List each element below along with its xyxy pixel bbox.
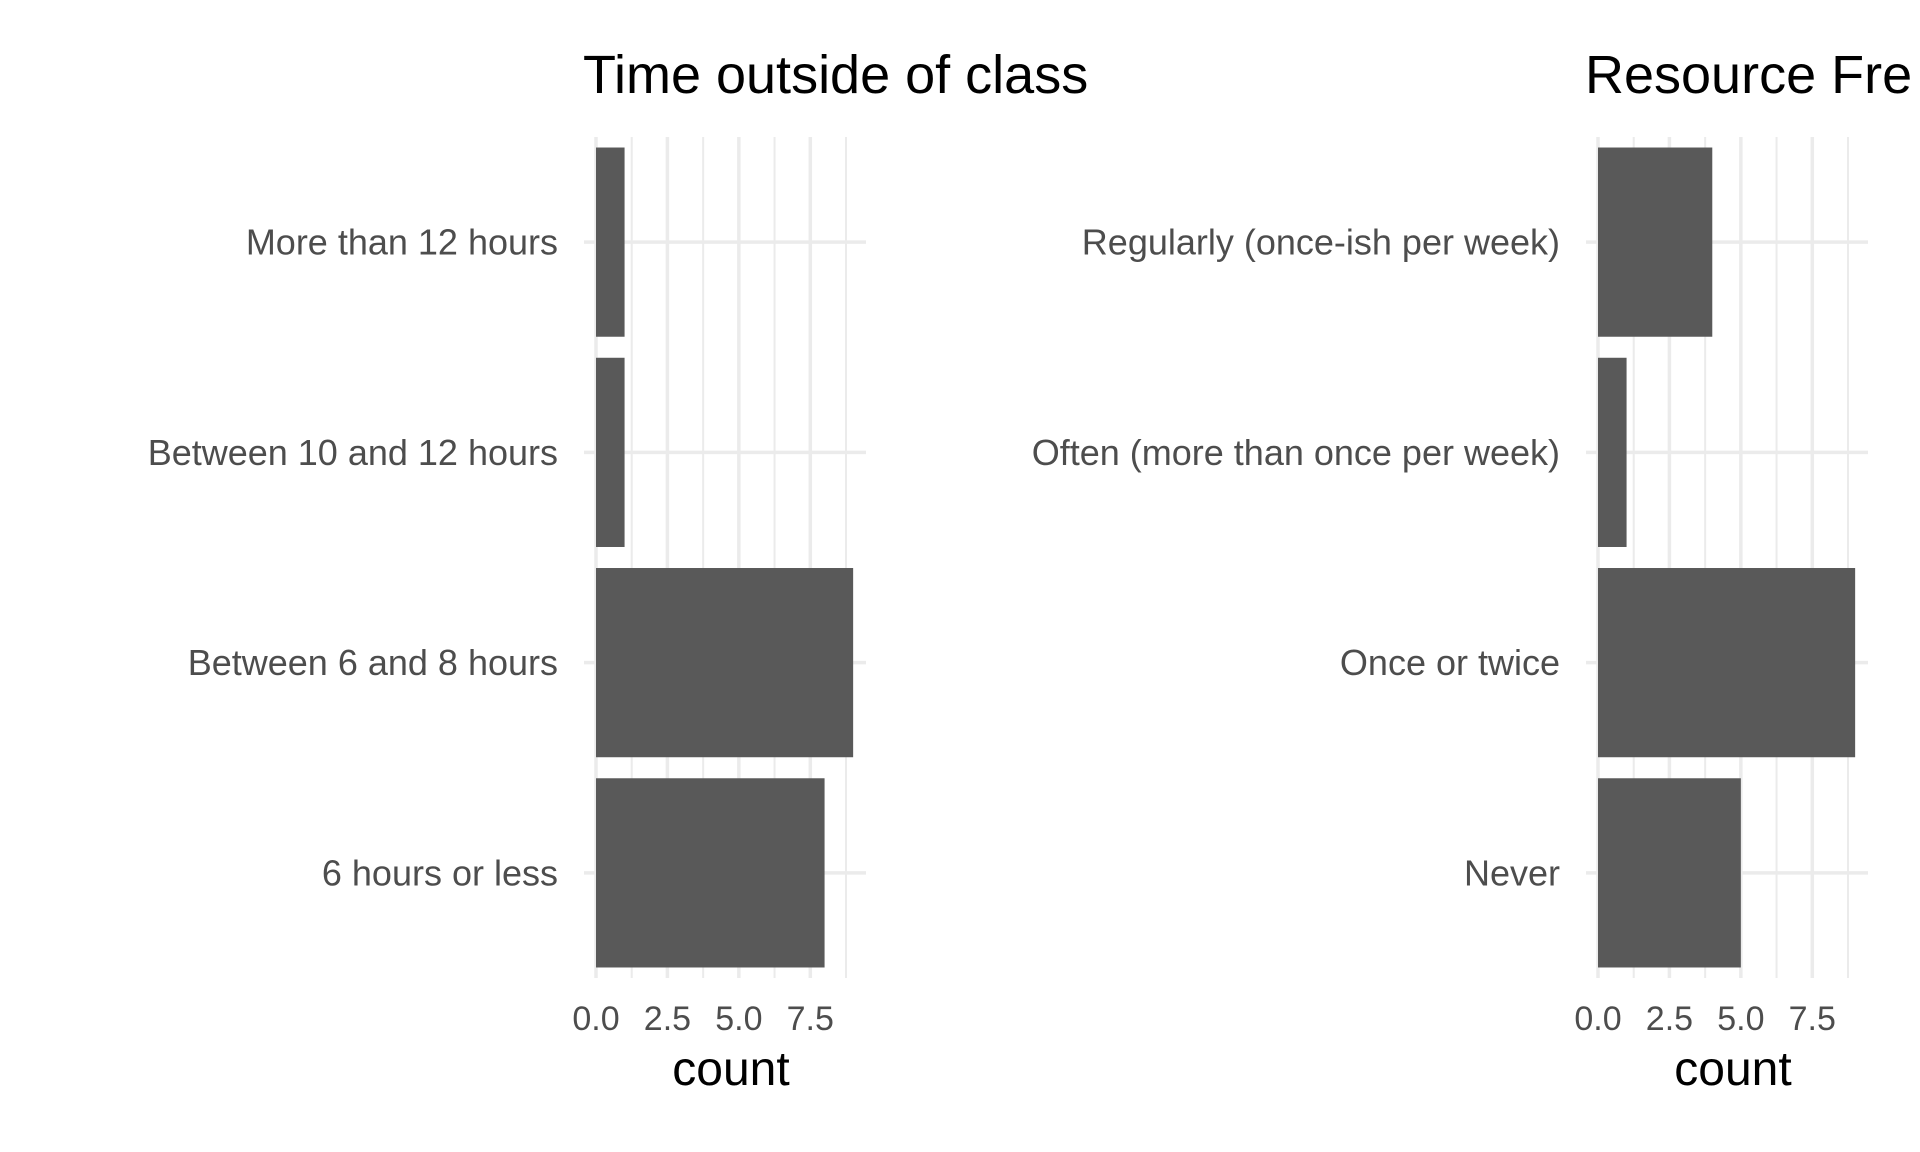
bar: [1598, 147, 1713, 337]
bar: [596, 147, 625, 337]
x-tick-label: 7.5: [1789, 1000, 1836, 1038]
x-tick-label: 0.0: [1574, 1000, 1621, 1038]
category-label: More than 12 hours: [246, 222, 558, 263]
category-label: Never: [1464, 852, 1560, 893]
x-axis-title: count: [1674, 1043, 1791, 1096]
x-tick-label: 2.5: [1646, 1000, 1693, 1038]
category-label: 6 hours or less: [322, 852, 558, 893]
x-tick-label: 0.0: [572, 1000, 619, 1038]
category-label: Between 10 and 12 hours: [148, 432, 558, 473]
bar: [596, 357, 625, 547]
bar: [1598, 778, 1741, 968]
chart-title: Resource Fre: [1585, 45, 1912, 105]
category-label: Often (more than once per week): [1032, 432, 1560, 473]
category-label: Once or twice: [1340, 642, 1560, 683]
x-tick-label: 7.5: [787, 1000, 834, 1038]
x-tick-label: 5.0: [1717, 1000, 1764, 1038]
x-axis-title: count: [672, 1043, 789, 1096]
bar: [1598, 357, 1627, 547]
bar: [596, 778, 825, 968]
category-label: Regularly (once-ish per week): [1082, 222, 1560, 263]
bar: [1598, 568, 1856, 758]
chart-panel-1: More than 12 hours Between 10 and 12 hour…: [148, 45, 1089, 1096]
category-label: Between 6 and 8 hours: [188, 642, 558, 683]
x-tick-label: 5.0: [715, 1000, 762, 1038]
chart-title: Time outside of class: [583, 45, 1088, 105]
x-tick-label: 2.5: [644, 1000, 691, 1038]
chart-panel-2: Regularly (once-ish per week) Often (more…: [1032, 45, 1912, 1096]
bar: [596, 568, 854, 758]
